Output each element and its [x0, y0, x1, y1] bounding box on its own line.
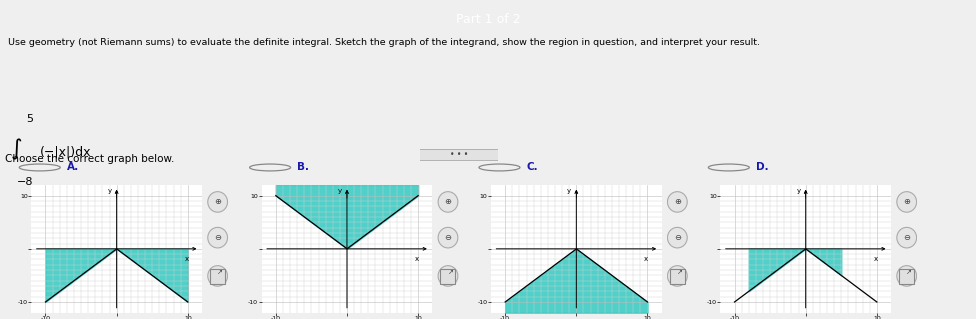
Text: −8: −8 — [17, 177, 33, 187]
Text: y: y — [338, 189, 342, 194]
Circle shape — [668, 192, 687, 212]
Text: ⊖: ⊖ — [903, 233, 911, 242]
Text: B.: B. — [298, 162, 309, 172]
Circle shape — [897, 266, 916, 286]
FancyBboxPatch shape — [440, 269, 456, 285]
Text: ⊕: ⊕ — [214, 197, 222, 206]
Text: x: x — [644, 256, 648, 263]
Circle shape — [208, 227, 227, 248]
FancyBboxPatch shape — [418, 149, 500, 161]
Circle shape — [438, 266, 458, 286]
Text: x: x — [415, 256, 419, 263]
Text: ↗: ↗ — [677, 269, 683, 275]
Circle shape — [668, 227, 687, 248]
Text: (−|x|)dx: (−|x|)dx — [40, 145, 92, 158]
Text: ↗: ↗ — [218, 269, 224, 275]
Circle shape — [897, 192, 916, 212]
FancyBboxPatch shape — [670, 269, 685, 285]
FancyBboxPatch shape — [210, 269, 225, 285]
Text: ⊖: ⊖ — [444, 233, 452, 242]
Text: x: x — [184, 256, 188, 263]
Circle shape — [668, 266, 687, 286]
Text: Choose the correct graph below.: Choose the correct graph below. — [5, 154, 175, 164]
Circle shape — [438, 192, 458, 212]
Text: x: x — [874, 256, 877, 263]
Text: C.: C. — [527, 162, 539, 172]
Text: ⊖: ⊖ — [214, 233, 222, 242]
Text: D.: D. — [756, 162, 769, 172]
Text: • • •: • • • — [450, 150, 468, 159]
Circle shape — [208, 266, 227, 286]
FancyBboxPatch shape — [899, 269, 915, 285]
Circle shape — [438, 227, 458, 248]
Text: 5: 5 — [26, 114, 33, 123]
Text: A.: A. — [67, 162, 79, 172]
Text: ⊕: ⊕ — [673, 197, 681, 206]
Text: y: y — [796, 189, 800, 194]
Text: ∫: ∫ — [11, 138, 22, 160]
Text: ↗: ↗ — [448, 269, 454, 275]
Text: Use geometry (not Riemann sums) to evaluate the definite integral. Sketch the gr: Use geometry (not Riemann sums) to evalu… — [8, 38, 759, 47]
Text: y: y — [567, 189, 571, 194]
Text: ⊕: ⊕ — [444, 197, 452, 206]
Text: ⊖: ⊖ — [673, 233, 681, 242]
Circle shape — [897, 227, 916, 248]
Text: Part 1 of 2: Part 1 of 2 — [456, 13, 520, 26]
Text: ↗: ↗ — [907, 269, 913, 275]
Text: ⊕: ⊕ — [903, 197, 911, 206]
Circle shape — [208, 192, 227, 212]
Text: y: y — [107, 189, 111, 194]
